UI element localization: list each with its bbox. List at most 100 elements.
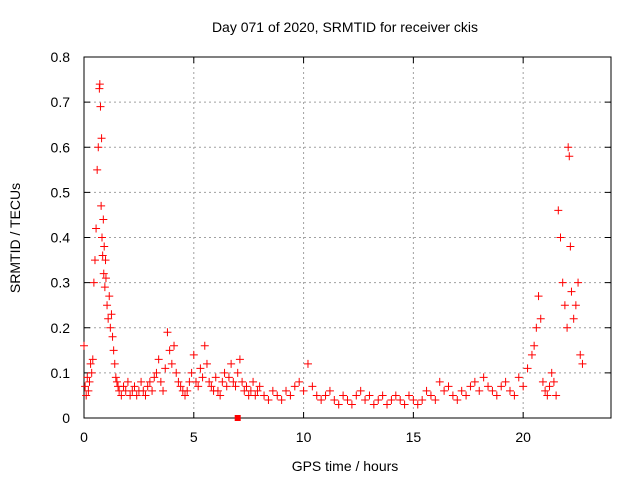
data-point [268, 386, 277, 395]
y-tick-label: 0.2 [51, 320, 71, 336]
y-axis-label: SRMTID / TECUs [7, 183, 23, 293]
data-point [107, 310, 116, 319]
data-point [229, 377, 238, 386]
data-point [501, 377, 510, 386]
data-point [321, 391, 330, 400]
data-point [181, 391, 190, 400]
data-point [161, 364, 170, 373]
data-point [106, 323, 115, 332]
data-point [98, 251, 107, 260]
tick-layer: 0 0.1 0.2 0.3 0.4 0.5 0.6 0.7 0.8 0 5 10 15 20 [51, 49, 611, 445]
data-point [510, 391, 519, 400]
data-point [556, 233, 565, 242]
data-point [93, 165, 102, 174]
data-point [466, 382, 475, 391]
data-point [87, 368, 96, 377]
data-point [88, 355, 97, 364]
data-point [286, 391, 295, 400]
plot-area-border [83, 56, 612, 419]
y-tick-label: 0.8 [51, 49, 71, 65]
data-point [251, 391, 260, 400]
data-point [99, 269, 108, 278]
data-point [422, 386, 431, 395]
data-point [82, 391, 91, 400]
y-tick-label: 0.6 [51, 139, 71, 155]
data-point [396, 395, 405, 404]
data-point [378, 391, 387, 400]
data-point [213, 386, 222, 395]
data-point [112, 377, 121, 386]
data-point [222, 382, 231, 391]
data-point [488, 386, 497, 395]
data-point [253, 386, 262, 395]
data-point [156, 377, 165, 386]
data-point [462, 391, 471, 400]
data-point [170, 341, 179, 350]
data-point [85, 377, 94, 386]
data-point [100, 242, 109, 251]
data-point [104, 314, 113, 323]
data-point [84, 386, 93, 395]
data-point [94, 143, 103, 152]
data-point [325, 386, 334, 395]
data-point [567, 287, 576, 296]
data-point [187, 368, 196, 377]
x-tick-label: 15 [406, 429, 422, 445]
data-point [413, 400, 422, 409]
data-point [299, 386, 308, 395]
data-point [97, 201, 106, 210]
data-point [448, 391, 457, 400]
data-point [167, 359, 176, 368]
data-point [233, 368, 242, 377]
data-point [90, 256, 99, 265]
data-point [238, 377, 247, 386]
data-point [409, 395, 418, 404]
data-point [549, 377, 558, 386]
y-tick-label: 0 [62, 410, 70, 426]
data-point [174, 377, 183, 386]
y-tick-label: 0.1 [51, 365, 71, 381]
data-point [387, 395, 396, 404]
data-point [536, 314, 545, 323]
y-tick-label: 0.5 [51, 184, 71, 200]
data-point [227, 359, 236, 368]
data-point [80, 341, 88, 350]
data-point [96, 102, 105, 111]
data-point [431, 395, 440, 404]
data-point [334, 400, 343, 409]
data-point [159, 386, 168, 395]
data-point [547, 368, 556, 377]
data-point [552, 391, 561, 400]
data-point [569, 314, 578, 323]
data-point [163, 328, 172, 337]
data-point [207, 382, 216, 391]
data-point [347, 400, 356, 409]
data-point [109, 346, 118, 355]
data-point [218, 377, 227, 386]
data-point [105, 292, 114, 301]
data-point [564, 143, 573, 152]
data-point [308, 382, 317, 391]
data-point [95, 80, 104, 89]
data-point [317, 395, 326, 404]
data-point [117, 391, 126, 400]
data-point [83, 373, 92, 382]
data-point [383, 400, 392, 409]
data-point [176, 382, 185, 391]
data-point [249, 377, 258, 386]
data-point [123, 377, 132, 386]
data-point [435, 377, 444, 386]
data-point [352, 391, 361, 400]
data-point [530, 341, 539, 350]
data-point [426, 391, 435, 400]
data-point [92, 224, 101, 233]
x-axis-label: GPS time / hours [292, 458, 399, 474]
data-point [264, 395, 273, 404]
data-point [148, 386, 157, 395]
data-point [440, 386, 449, 395]
data-point [312, 391, 321, 400]
data-point [290, 382, 299, 391]
data-point [132, 391, 141, 400]
data-point-square [234, 415, 241, 421]
